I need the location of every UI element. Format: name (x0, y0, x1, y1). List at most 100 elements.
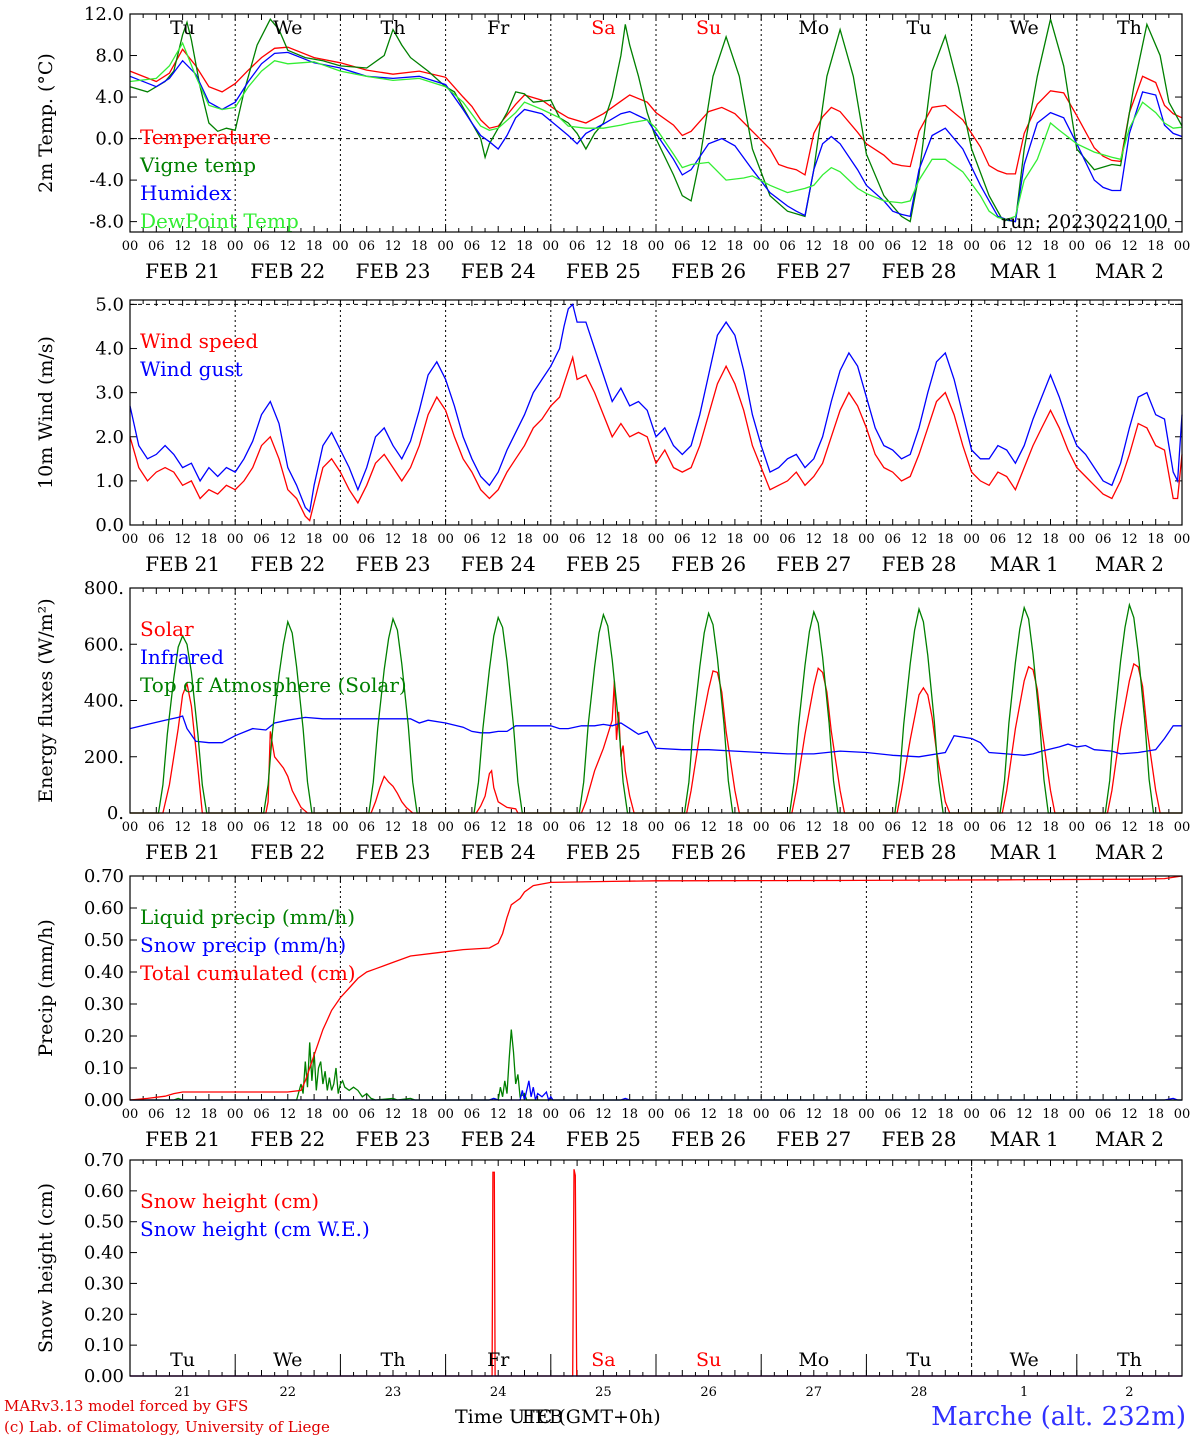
day-number-label: 25 (595, 1385, 612, 1400)
legend-entry: Total cumulated (cm) (140, 961, 356, 985)
hour-tick-label: 12 (1016, 239, 1033, 254)
hour-tick-label: 00 (543, 1107, 560, 1122)
date-label: FEB 24 (461, 840, 536, 864)
panel-4: 0.00 0.10 0.20 0.30 0.40 0.50 0.60 0.70 Precip (… (35, 866, 1190, 1151)
hour-tick-label: 18 (1147, 532, 1164, 547)
hour-tick-label: 18 (1147, 239, 1164, 254)
model-credit-line: MARv3.13 model forced by GFS (4, 1397, 249, 1415)
date-label: MAR 2 (1095, 552, 1164, 576)
weekday-label: Tu (907, 17, 932, 39)
hour-tick-label: 00 (227, 532, 244, 547)
plot-frame (129, 299, 1183, 526)
hour-tick-label: 18 (832, 239, 849, 254)
hour-tick-label: 06 (253, 239, 270, 254)
series-line-2-2 (129, 303, 1183, 514)
hour-tick-label: 06 (990, 239, 1007, 254)
date-label: FEB 26 (671, 840, 746, 864)
hour-tick-label: 00 (1069, 532, 1086, 547)
hour-tick-label: 18 (1042, 532, 1059, 547)
hour-tick-label: 00 (753, 532, 770, 547)
weekday-label: We (1010, 1349, 1039, 1371)
panel-5: 0.00 0.10 0.20 0.30 0.40 0.50 0.60 0.70 Snow hei… (35, 1150, 1183, 1400)
date-label: MAR 1 (990, 259, 1059, 283)
y-tick-label: 0.20 (84, 1304, 124, 1325)
hour-tick-label: 06 (148, 1107, 165, 1122)
legend-entry: Vigne temp (139, 153, 256, 177)
legend-entry: Snow precip (mm/h) (140, 933, 346, 957)
weekday-label: Th (1117, 1349, 1142, 1371)
plot-frame (129, 587, 1183, 814)
hour-tick-label: 18 (411, 820, 428, 835)
hour-tick-label: 00 (122, 820, 139, 835)
day-number-label: 21 (174, 1385, 191, 1400)
hour-tick-label: 18 (306, 532, 323, 547)
hour-tick-label: 00 (858, 239, 875, 254)
hour-tick-label: 12 (490, 1107, 507, 1122)
hour-tick-label: 06 (253, 1107, 270, 1122)
date-label: FEB 21 (145, 552, 220, 576)
hour-tick-label: 06 (464, 1107, 481, 1122)
hour-tick-label: 18 (1042, 239, 1059, 254)
legend-entry: Liquid precip (mm/h) (140, 905, 355, 929)
date-label: FEB 24 (461, 1127, 536, 1151)
hour-tick-label: 18 (1042, 1107, 1059, 1122)
hour-tick-label: 06 (1095, 532, 1112, 547)
hour-tick-label: 18 (411, 532, 428, 547)
weekday-label: Sa (591, 17, 615, 39)
panel-2: 0.0 1.0 2.0 3.0 4.0 5.0 10m Wind (m/s) Wind spe… (35, 294, 1190, 576)
series-line-1-4 (129, 41, 1183, 221)
hour-tick-label: 00 (227, 820, 244, 835)
hour-tick-label: 00 (227, 239, 244, 254)
date-label: FEB 22 (250, 840, 325, 864)
hour-tick-label: 18 (937, 820, 954, 835)
hour-tick-label: 00 (963, 532, 980, 547)
hour-tick-label: 12 (911, 1107, 928, 1122)
hour-tick-label: 18 (937, 239, 954, 254)
hour-tick-label: 00 (963, 239, 980, 254)
hour-tick-label: 18 (306, 1107, 323, 1122)
hour-tick-label: 00 (437, 532, 454, 547)
y-tick-label: 0.20 (84, 1026, 124, 1047)
hour-tick-label: 06 (1095, 239, 1112, 254)
date-label: FEB 21 (145, 840, 220, 864)
hour-tick-label: 12 (1121, 1107, 1138, 1122)
weekday-label: Tu (907, 1349, 932, 1371)
hour-tick-label: 00 (648, 532, 665, 547)
legend-entry: Wind gust (140, 357, 243, 381)
hour-tick-label: 12 (1016, 1107, 1033, 1122)
legend-entry: Snow height (cm W.E.) (140, 1217, 370, 1241)
date-label: MAR 1 (990, 1127, 1059, 1151)
y-tick-label: 0.30 (84, 994, 124, 1015)
hour-tick-label: 12 (700, 239, 717, 254)
hour-tick-label: 12 (174, 532, 191, 547)
day-number-label: 28 (911, 1385, 928, 1400)
legend-entry: DewPoint Temp (140, 209, 299, 233)
y-tick-label: 5.0 (95, 294, 124, 315)
hour-tick-label: 18 (516, 820, 533, 835)
hour-tick-label: 00 (122, 239, 139, 254)
hour-tick-label: 06 (569, 1107, 586, 1122)
hour-tick-label: 00 (332, 239, 349, 254)
hour-tick-label: 00 (543, 532, 560, 547)
date-label: FEB 26 (671, 259, 746, 283)
hour-tick-label: 06 (148, 532, 165, 547)
hour-tick-label: 12 (911, 239, 928, 254)
date-label: FEB 28 (882, 552, 957, 576)
hour-tick-label: 18 (411, 239, 428, 254)
hour-tick-label: 00 (1174, 820, 1191, 835)
date-label: FEB 25 (566, 840, 641, 864)
hour-tick-label: 18 (832, 532, 849, 547)
hour-tick-label: 18 (411, 1107, 428, 1122)
hour-tick-label: 12 (700, 820, 717, 835)
hour-tick-label: 00 (332, 1107, 349, 1122)
station-label: Marche (alt. 232m) (931, 1402, 1186, 1432)
series-line-3-1 (130, 662, 1182, 814)
hour-tick-label: 06 (148, 820, 165, 835)
weekday-label: Th (381, 17, 406, 39)
hour-tick-label: 00 (543, 239, 560, 254)
y-tick-label: 0.0 (95, 515, 124, 536)
hour-tick-label: 06 (358, 820, 375, 835)
hour-tick-label: 12 (595, 820, 612, 835)
y-tick-label: 12.0 (84, 4, 124, 25)
